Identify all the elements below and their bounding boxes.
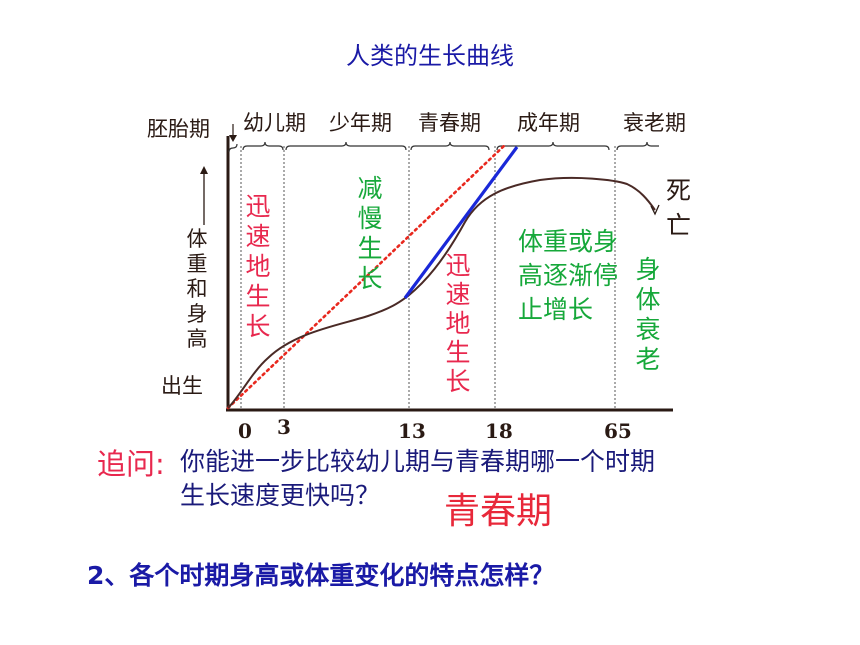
phase-annotation-4: 体重或身高逐渐停止增长	[518, 227, 618, 324]
followup-question: 你能进一步比较幼儿期与青春期哪一个时期 生长速度更快吗？	[180, 445, 655, 513]
brace-embryo	[228, 143, 238, 153]
brace-child	[285, 141, 407, 151]
question-2: 2、各个时期身高或体重变化的特点怎样？	[87, 561, 555, 590]
phase-annotation-5: 身体衰老	[635, 255, 660, 374]
period-braces	[228, 141, 659, 153]
followup-answer: 青春期	[444, 491, 553, 532]
y-axis-label-group: 体重和身高	[187, 166, 208, 351]
followup-question-line2: 生长速度更快吗？	[180, 481, 381, 510]
end-arrow	[650, 204, 660, 216]
end-label-line1: 死	[666, 176, 691, 205]
end-label-line2: 亡	[666, 211, 691, 240]
period-label-elder: 衰老期	[623, 111, 686, 135]
page-title: 人类的生长曲线	[346, 42, 514, 70]
followup-label: 追问:	[97, 447, 165, 481]
brace-infant	[242, 141, 284, 151]
brace-elder	[616, 141, 659, 151]
period-label-adult: 成年期	[517, 111, 580, 135]
brace-teen	[410, 141, 490, 151]
phase-annotation-1: 迅速地生长	[245, 192, 270, 341]
x-tick-3: 3	[277, 415, 291, 439]
series-adolescent-tangent	[403, 146, 519, 299]
embryo-arrow	[229, 124, 237, 142]
brace-adult	[496, 141, 610, 151]
x-tick-0: 0	[238, 419, 252, 443]
series-uniform-reference	[226, 142, 508, 410]
followup-question-line1: 你能进一步比较幼儿期与青春期哪一个时期	[180, 447, 656, 476]
x-tick-labels: 0 3 13 18 65	[238, 415, 632, 443]
period-label-child: 少年期	[329, 111, 392, 135]
y-axis-label: 体重和身高	[187, 227, 208, 351]
origin-label: 出生	[161, 374, 203, 398]
x-tick-13: 13	[398, 419, 426, 443]
phase-annotation-3: 迅速地生长	[445, 251, 470, 396]
phase-annotation-2: 减慢生长	[357, 174, 382, 293]
period-labels: 胚胎期 幼儿期 少年期 青春期 成年期 衰老期	[147, 111, 686, 141]
x-tick-65: 65	[604, 419, 632, 443]
x-tick-18: 18	[485, 419, 513, 443]
series-growth-curve	[227, 176, 656, 409]
period-label-infant: 幼儿期	[243, 111, 306, 135]
period-label-embryo: 胚胎期	[147, 117, 210, 141]
period-label-teen: 青春期	[418, 111, 481, 135]
